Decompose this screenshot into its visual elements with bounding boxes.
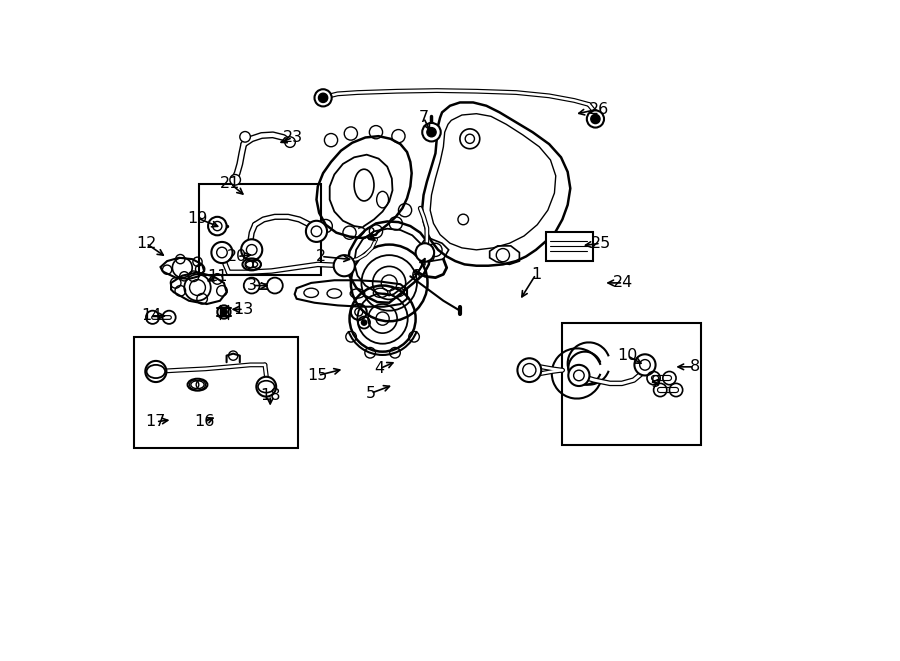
Text: 21: 21 — [220, 176, 240, 191]
FancyBboxPatch shape — [545, 232, 593, 261]
Circle shape — [427, 128, 436, 137]
Circle shape — [239, 132, 250, 142]
Circle shape — [314, 89, 332, 106]
Circle shape — [284, 137, 295, 147]
Text: 16: 16 — [194, 414, 214, 429]
Bar — [134, 337, 298, 448]
Text: 23: 23 — [283, 130, 302, 145]
Bar — [199, 184, 321, 275]
Text: 17: 17 — [146, 414, 166, 429]
Circle shape — [208, 217, 227, 235]
Circle shape — [362, 320, 366, 325]
Circle shape — [220, 309, 227, 315]
Text: 18: 18 — [260, 388, 281, 403]
Circle shape — [416, 243, 434, 262]
Text: 8: 8 — [689, 360, 699, 374]
Text: 1: 1 — [531, 267, 541, 282]
Text: 7: 7 — [418, 110, 428, 125]
Text: 14: 14 — [141, 309, 161, 323]
Text: 10: 10 — [617, 348, 637, 363]
Circle shape — [334, 255, 355, 276]
Text: 4: 4 — [374, 362, 384, 376]
Text: 2: 2 — [316, 249, 326, 264]
Circle shape — [568, 365, 590, 386]
Circle shape — [267, 278, 283, 293]
Text: 11: 11 — [207, 269, 228, 284]
Text: 9: 9 — [652, 375, 662, 389]
Circle shape — [241, 239, 262, 260]
Circle shape — [319, 93, 328, 102]
Circle shape — [212, 242, 232, 263]
Text: 13: 13 — [234, 302, 254, 317]
Circle shape — [422, 123, 441, 141]
Text: 19: 19 — [187, 211, 208, 225]
Text: 12: 12 — [136, 236, 156, 251]
Text: 6: 6 — [411, 269, 421, 284]
Circle shape — [256, 377, 276, 397]
Circle shape — [145, 361, 166, 382]
Text: 20: 20 — [227, 249, 248, 264]
Circle shape — [518, 358, 541, 382]
Circle shape — [230, 175, 240, 185]
Text: 15: 15 — [308, 368, 328, 383]
Circle shape — [634, 354, 655, 375]
Text: 3: 3 — [247, 278, 256, 293]
Text: 22: 22 — [357, 227, 377, 242]
Circle shape — [244, 278, 259, 293]
Circle shape — [590, 114, 600, 124]
Text: 24: 24 — [613, 276, 634, 290]
Text: 25: 25 — [590, 236, 611, 251]
Bar — [562, 323, 701, 445]
Circle shape — [587, 110, 604, 128]
Text: 5: 5 — [365, 386, 375, 401]
Circle shape — [306, 221, 327, 242]
Text: 26: 26 — [589, 102, 608, 116]
